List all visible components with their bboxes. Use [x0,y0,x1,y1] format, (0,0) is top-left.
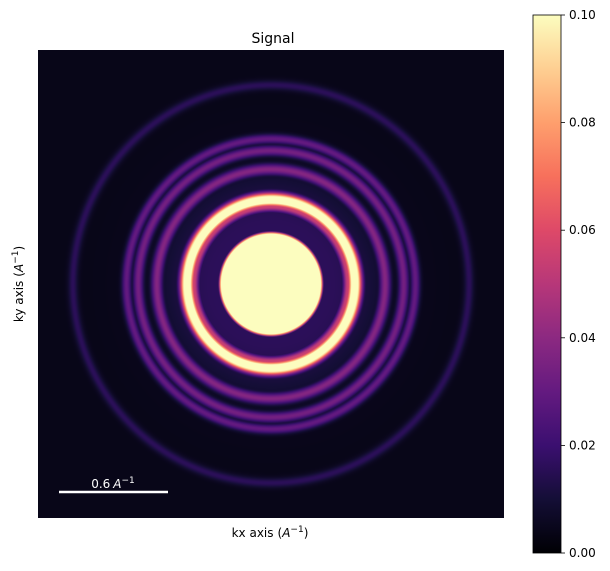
colorbar-ticks: 0.00 0.02 0.04 0.06 0.08 0.10 [561,8,596,560]
x-axis-label: kx axis (A−1) [232,525,309,540]
colorbar: 0.00 0.02 0.04 0.06 0.08 0.10 [532,8,596,560]
y-axis-label-text: ky axis [12,281,26,322]
colorbar-tick-label: 0.00 [569,546,596,560]
x-axis-unit-exp: −1 [290,525,303,535]
heatmap-image: 0.6 A−1 [38,50,504,518]
colorbar-strip [532,14,562,554]
chart-title: Signal [251,31,294,47]
scalebar: 0.6 A−1 [59,476,168,494]
scalebar-label: 0.6 A−1 [91,476,135,491]
scalebar-unit-base: A [112,477,121,491]
colorbar-tick-label: 0.10 [569,8,596,22]
y-axis-unit-base: A [12,264,26,273]
scalebar-unit-exp: −1 [122,476,135,486]
colorbar-tick-label: 0.06 [569,223,596,237]
x-axis-label-text: kx axis [232,526,274,540]
colorbar-tick-label: 0.04 [569,331,596,345]
colorbar-tick-label: 0.02 [569,438,596,452]
y-axis-unit-exp: −1 [11,251,21,264]
y-axis-label: ky axis(A−1) [11,246,26,322]
diffraction-pattern [38,50,504,518]
colorbar-tick-label: 0.08 [569,116,596,130]
x-axis-unit-base: A [281,526,290,540]
scalebar-value: 0.6 [91,477,110,491]
